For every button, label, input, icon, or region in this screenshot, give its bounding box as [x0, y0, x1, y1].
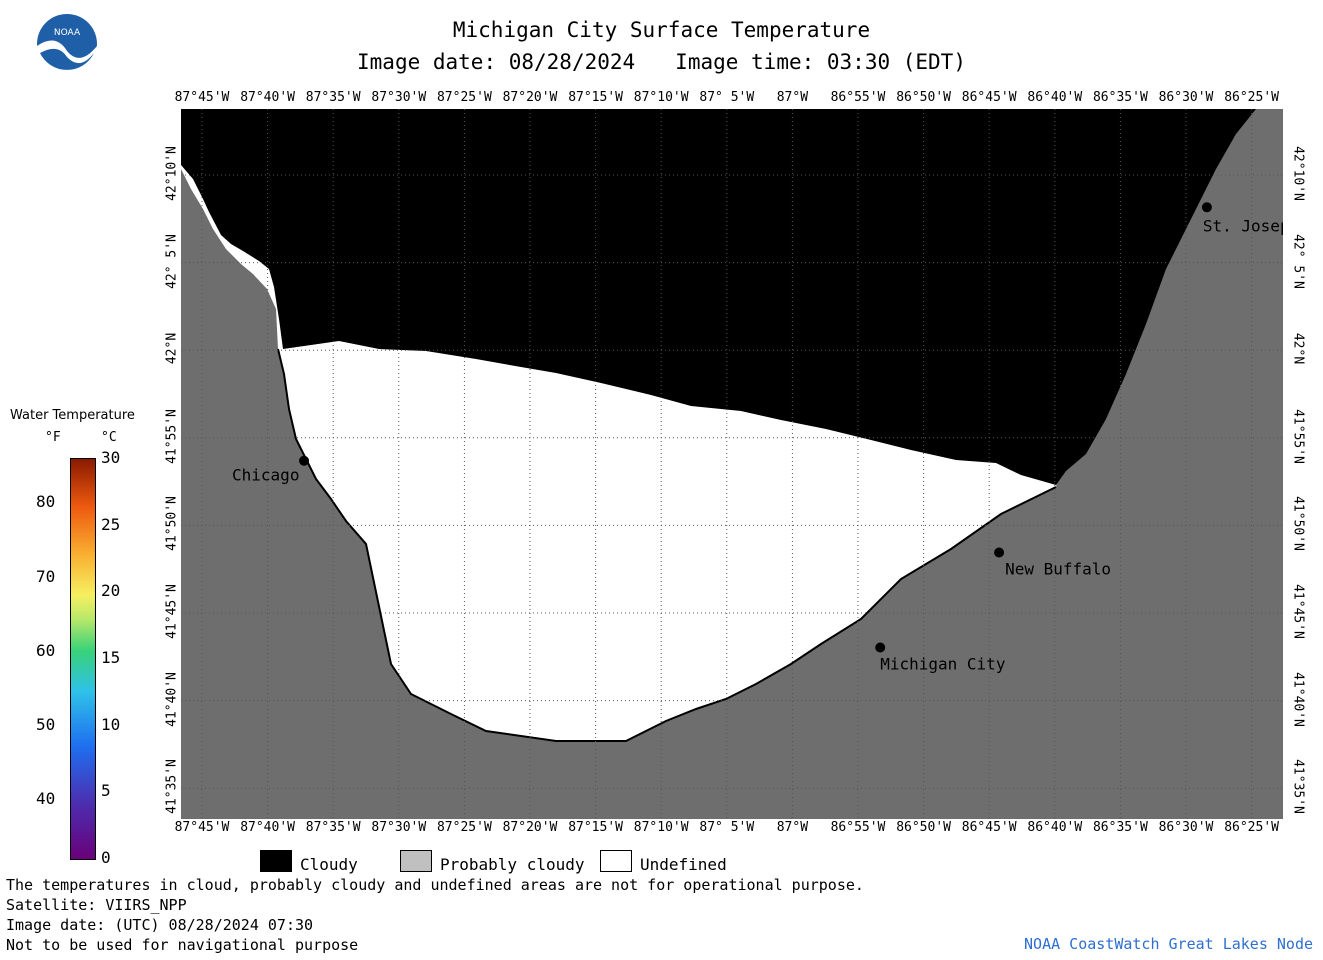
utc-date-text: Image date: (UTC) 08/28/2024 07:30 [6, 916, 314, 934]
city-label: St. Joseph [1203, 216, 1283, 235]
longitude-label: 87°35'W [305, 90, 361, 105]
longitude-label: 86°30'W [1158, 820, 1214, 835]
unit-celsius: °C [101, 430, 117, 445]
longitude-label: 87°15'W [568, 90, 623, 105]
longitude-label: 87°30'W [371, 90, 427, 105]
celsius-tick: 30 [101, 448, 121, 467]
fahrenheit-tick: 70 [36, 566, 56, 586]
longitude-label: 87°W [776, 90, 809, 105]
fahrenheit-tick: 80 [36, 492, 56, 512]
image-datetime: Image date: 08/28/2024 Image time: 03:30 … [0, 50, 1323, 74]
sst-map: Chicago Michigan City New Buffalo St. Josep… [181, 109, 1283, 819]
latitude-label: 42°N [1290, 333, 1306, 365]
longitude-label: 86°50'W [896, 90, 951, 105]
longitude-label: 87°40'W [240, 820, 295, 835]
longitude-label: 86°45'W [961, 90, 1017, 105]
celsius-tick: 10 [101, 714, 121, 734]
cloudy-area [181, 109, 1256, 485]
latitude-label: 41°50'N [164, 496, 180, 552]
latitude-label: 42° 5'N [1290, 233, 1306, 289]
longitude-label: 86°35'W [1092, 90, 1148, 105]
latitude-label: 41°35'N [1290, 759, 1306, 815]
page-title: Michigan City Surface Temperature [452, 18, 871, 42]
latitude-label: 42°10'N [1290, 146, 1306, 201]
image-date: Image date: 08/28/2024 [357, 50, 636, 74]
latitude-label: 42°10'N [164, 146, 180, 201]
city-label: Michigan City [880, 655, 1006, 674]
latitude-label: 41°35'N [164, 759, 180, 815]
city-dot [994, 547, 1005, 558]
celsius-tick: 20 [101, 581, 121, 601]
latitude-label: 41°55'N [164, 408, 180, 464]
longitude-label: 87°W [776, 820, 809, 835]
longitude-label: 86°35'W [1092, 820, 1148, 835]
city-label: Chicago [232, 466, 299, 485]
latitude-label: 41°40'N [164, 671, 180, 727]
undefined-swatch [600, 850, 632, 872]
longitude-label: 87°20'W [502, 820, 558, 835]
image-time: Image time: 03:30 (EDT) [675, 50, 966, 74]
longitude-label: 86°40'W [1027, 820, 1083, 835]
satellite-text: Satellite: VIIRS_NPP [6, 896, 187, 914]
svg-text:NOAA: NOAA [54, 28, 81, 38]
longitude-label: 87°30'W [371, 820, 427, 835]
longitude-label: 86°25'W [1224, 90, 1279, 105]
latitude-label: 41°45'N [1290, 584, 1306, 639]
credit-text: NOAA CoastWatch Great Lakes Node [1024, 935, 1313, 953]
longitude-label: 86°55'W [830, 90, 886, 105]
unit-fahrenheit: °F [45, 430, 61, 445]
longitude-label: 86°40'W [1027, 90, 1083, 105]
latitude-label: 42° 5'N [164, 233, 180, 289]
city-markers: Chicago Michigan City New Buffalo St. Josep… [232, 202, 1283, 674]
probably-cloudy-swatch [400, 850, 432, 872]
cloudy-label: Cloudy [300, 855, 358, 874]
fahrenheit-tick: 50 [36, 714, 56, 734]
latitude-label: 42°N [164, 333, 180, 365]
longitude-label: 87°35'W [305, 820, 361, 835]
longitude-label: 87°25'W [436, 90, 492, 105]
cloudy-swatch [260, 850, 292, 872]
longitude-label: 87°45'W [174, 820, 230, 835]
legend-title: Water Temperature [10, 408, 135, 423]
noaa-logo-icon: NOAA [37, 14, 97, 75]
undefined-label: Undefined [640, 855, 727, 874]
latitude-label: 41°45'N [164, 584, 180, 639]
longitude-label: 87°25'W [436, 820, 492, 835]
celsius-tick: 5 [101, 781, 111, 801]
longitude-label: 87° 5'W [699, 820, 755, 835]
probably-cloudy-label: Probably cloudy [440, 855, 585, 874]
longitude-label: 86°55'W [830, 820, 886, 835]
celsius-tick: 15 [101, 648, 121, 667]
navigation-warning: Not to be used for navigational purpose [6, 936, 359, 954]
longitude-label: 87°15'W [568, 820, 623, 835]
celsius-tick: 0 [101, 848, 111, 867]
latitude-label: 41°50'N [1290, 496, 1306, 552]
city-label: New Buffalo [1005, 559, 1111, 578]
longitude-label: 87°20'W [502, 90, 558, 105]
city-dot [875, 642, 886, 653]
longitude-label: 86°30'W [1158, 90, 1214, 105]
latitude-label: 41°55'N [1290, 408, 1306, 464]
fahrenheit-tick: 60 [36, 640, 56, 660]
disclaimer-text: The temperatures in cloud, probably clou… [6, 876, 864, 894]
latitude-label: 41°40'N [1290, 671, 1306, 727]
longitude-label: 86°45'W [961, 820, 1017, 835]
longitude-label: 87°10'W [633, 820, 689, 835]
city-dot [299, 455, 310, 466]
city-dot [1201, 202, 1212, 213]
celsius-tick: 25 [101, 514, 121, 534]
longitude-label: 87° 5'W [699, 90, 755, 105]
temperature-colorbar [70, 458, 96, 860]
longitude-label: 86°50'W [896, 820, 951, 835]
fahrenheit-tick: 40 [36, 788, 56, 808]
longitude-label: 87°40'W [240, 90, 295, 105]
longitude-label: 87°10'W [633, 90, 689, 105]
longitude-label: 86°25'W [1224, 820, 1279, 835]
longitude-label: 87°45'W [174, 90, 230, 105]
